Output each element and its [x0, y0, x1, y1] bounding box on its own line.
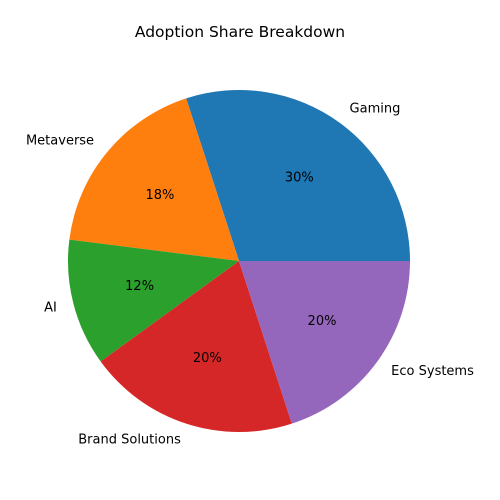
percent-labels: 30% 18% 12% 20% 20% — [125, 170, 336, 366]
slice-label-gaming: Gaming — [350, 101, 401, 116]
slice-label-metaverse: Metaverse — [26, 134, 94, 149]
pie-slice-brand-solutions — [100, 261, 292, 432]
pie-slices — [68, 90, 410, 432]
slice-label-ai: AI — [44, 300, 57, 315]
chart-title: Adoption Share Breakdown — [135, 23, 345, 41]
percent-label-metaverse: 18% — [145, 188, 174, 203]
pie-slice-metaverse — [69, 98, 239, 262]
percent-label-ai: 12% — [125, 279, 154, 294]
percent-label-brand-solutions: 20% — [193, 351, 222, 366]
pie-slice-gaming — [186, 90, 410, 261]
slice-label-brand-solutions: Brand Solutions — [78, 432, 181, 447]
percent-label-gaming: 30% — [285, 170, 314, 185]
pie-slice-ai — [68, 239, 239, 362]
percent-label-eco-systems: 20% — [308, 314, 337, 329]
pie-slice-eco-systems — [239, 261, 410, 424]
slice-label-eco-systems: Eco Systems — [391, 364, 474, 379]
slice-labels: Gaming Metaverse AI Brand Solutions Eco Syst… — [26, 101, 474, 447]
